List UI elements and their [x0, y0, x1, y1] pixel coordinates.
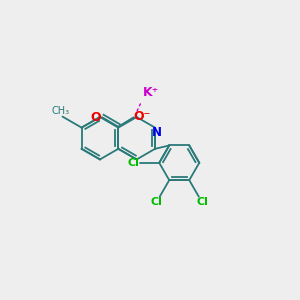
Text: O: O — [90, 111, 101, 124]
Text: CH₃: CH₃ — [52, 106, 70, 116]
Text: O⁻: O⁻ — [134, 110, 151, 123]
Text: Cl: Cl — [128, 158, 140, 168]
Text: N: N — [152, 126, 161, 140]
Text: Cl: Cl — [151, 197, 162, 207]
Text: Cl: Cl — [196, 197, 208, 207]
Text: K⁺: K⁺ — [143, 86, 159, 99]
